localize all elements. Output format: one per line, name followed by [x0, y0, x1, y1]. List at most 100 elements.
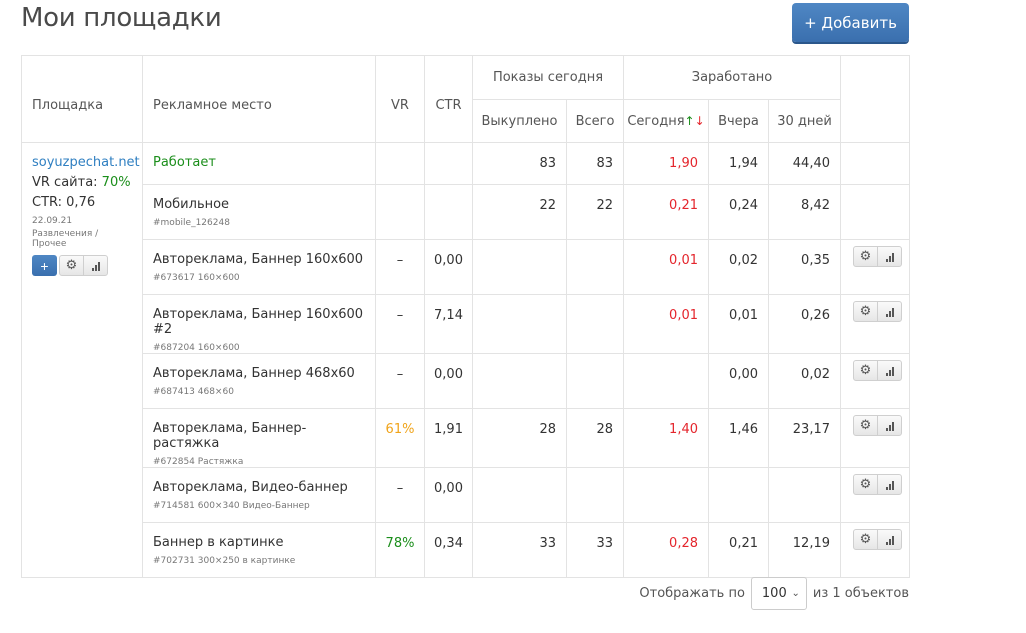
add-button[interactable]: + Добавить: [792, 3, 909, 42]
gear-icon: ⚙: [859, 477, 872, 492]
ad-place-vr: –: [375, 294, 425, 354]
ad-place-row: Автореклама, Баннер 160x600 #673617 160×6…: [22, 239, 910, 295]
place-settings-button[interactable]: ⚙: [854, 247, 877, 266]
site-ctr: CTR: 0,76: [32, 195, 96, 210]
ad-place-total: [566, 353, 624, 409]
ad-place-ctr: [424, 184, 473, 240]
ad-place-name: Автореклама, Баннер 468x60: [153, 366, 355, 381]
gear-icon: ⚙: [859, 363, 872, 378]
ad-place-id: #687204 160×600: [153, 343, 240, 353]
ad-place-vr: –: [375, 467, 425, 523]
per-page-select[interactable]: 100 ⌄: [750, 577, 807, 610]
ad-place-today: [623, 353, 709, 409]
place-settings-button[interactable]: ⚙: [854, 302, 877, 321]
ad-place-cell: Автореклама, Баннер 160x600 #2 #687204 16…: [142, 294, 376, 354]
ad-place-bought: [472, 294, 567, 354]
ad-place-row: Автореклама, Баннер 160x600 #2 #687204 16…: [22, 294, 910, 354]
bar-chart-icon: [885, 480, 894, 490]
gear-icon: ⚙: [859, 304, 872, 319]
ad-place-30days: 12,19: [768, 522, 841, 578]
ad-place-total: [566, 239, 624, 295]
column-header-yesterday: Вчера: [708, 99, 769, 143]
ad-place-today: 1,40: [623, 408, 709, 468]
column-header-vr: VR: [375, 55, 425, 143]
page-title: Мои площадки: [21, 3, 222, 33]
place-settings-button[interactable]: ⚙: [854, 475, 877, 494]
ad-place-cell: Автореклама, Баннер-растяжка #672854 Раст…: [142, 408, 376, 468]
gear-icon: ⚙: [859, 249, 872, 264]
ad-place-id: #mobile_126248: [153, 218, 230, 228]
ad-place-total: 22: [566, 184, 624, 240]
ad-place-30days: [768, 467, 841, 523]
ad-place-name: Баннер в картинке: [153, 535, 284, 550]
place-settings-button[interactable]: ⚙: [854, 361, 877, 380]
column-header-site: Площадка: [21, 55, 143, 143]
ad-place-bought: 28: [472, 408, 567, 468]
place-settings-button[interactable]: ⚙: [854, 530, 877, 549]
ad-place-vr: 61%: [375, 408, 425, 468]
ad-place-today: 0,01: [623, 239, 709, 295]
ad-place-row: Автореклама, Видео-баннер #714581 600×340…: [22, 467, 910, 523]
ad-place-yesterday: 0,00: [708, 353, 769, 409]
place-settings-button[interactable]: ⚙: [854, 416, 877, 435]
ad-place-actions: [840, 184, 910, 240]
gear-icon: ⚙: [859, 532, 872, 547]
ad-place-row: Баннер в картинке #702731 300×250 в карти…: [22, 522, 910, 578]
ad-place-total: [566, 294, 624, 354]
bar-chart-icon: [885, 366, 894, 376]
gear-icon: ⚙: [65, 258, 78, 273]
add-place-button[interactable]: +: [32, 255, 57, 276]
column-group-earned: Заработано: [623, 55, 841, 100]
bar-chart-icon: [885, 252, 894, 262]
ad-place-bought: [472, 467, 567, 523]
site-settings-button[interactable]: ⚙: [60, 256, 83, 275]
site-today: 1,90: [623, 142, 709, 185]
ad-place-name: Автореклама, Видео-баннер: [153, 480, 348, 495]
place-stats-button[interactable]: [877, 361, 901, 380]
ad-place-ctr: 1,91: [424, 408, 473, 468]
gear-icon: ⚙: [859, 418, 872, 433]
ad-place-yesterday: 0,02: [708, 239, 769, 295]
ad-place-name: Автореклама, Баннер 160x600: [153, 252, 364, 267]
ad-place-cell: Баннер в картинке #702731 300×250 в карти…: [142, 522, 376, 578]
ad-place-row: Автореклама, Баннер-растяжка #672854 Раст…: [22, 408, 910, 468]
ad-place-id: #687413 468×60: [153, 387, 234, 397]
ad-place-bought: 22: [472, 184, 567, 240]
site-summary-row: soyuzpechat.net VR сайта: 70% CTR: 0,76 …: [21, 142, 910, 578]
ad-place-actions: ⚙: [840, 353, 910, 409]
column-header-place: Рекламное место: [142, 55, 376, 143]
ad-place-bought: 33: [472, 522, 567, 578]
ad-place-actions: ⚙: [840, 522, 910, 578]
ad-place-cell: Автореклама, Баннер 468x60 #687413 468×60: [142, 353, 376, 409]
sort-icon[interactable]: ↑↓: [684, 113, 705, 128]
chevron-down-icon: ⌄: [791, 588, 800, 599]
place-stats-button[interactable]: [877, 247, 901, 266]
ad-place-name: Мобильное: [153, 197, 230, 212]
site-yesterday: 1,94: [708, 142, 769, 185]
ad-place-cell: Автореклама, Видео-баннер #714581 600×340…: [142, 467, 376, 523]
ad-place-id: #672854 Растяжка: [153, 457, 244, 467]
place-stats-button[interactable]: [877, 475, 901, 494]
site-cell: soyuzpechat.net VR сайта: 70% CTR: 0,76 …: [21, 142, 143, 578]
site-stats-button[interactable]: [83, 256, 107, 275]
ad-place-yesterday: 0,21: [708, 522, 769, 578]
column-header-30days: 30 дней: [768, 99, 841, 143]
site-date: 22.09.21: [32, 216, 73, 226]
ad-place-30days: 0,02: [768, 353, 841, 409]
ad-place-vr: [375, 184, 425, 240]
column-header-today-label: Сегодня: [627, 113, 685, 129]
place-stats-button[interactable]: [877, 416, 901, 435]
ad-place-name: Автореклама, Баннер 160x600 #2: [153, 307, 364, 337]
column-header-today[interactable]: Сегодня↑↓: [623, 99, 709, 143]
ad-place-total: 33: [566, 522, 624, 578]
place-stats-button[interactable]: [877, 302, 901, 321]
site-category: Развлечения / Прочее: [32, 229, 99, 249]
ad-place-vr: 78%: [375, 522, 425, 578]
ad-place-id: #714581 600×340 Видео-Баннер: [153, 501, 310, 511]
ad-place-yesterday: 0,01: [708, 294, 769, 354]
site-link[interactable]: soyuzpechat.net: [32, 155, 140, 170]
ad-place-today: 0,21: [623, 184, 709, 240]
ad-place-today: 0,01: [623, 294, 709, 354]
place-stats-button[interactable]: [877, 530, 901, 549]
ad-place-total: 28: [566, 408, 624, 468]
